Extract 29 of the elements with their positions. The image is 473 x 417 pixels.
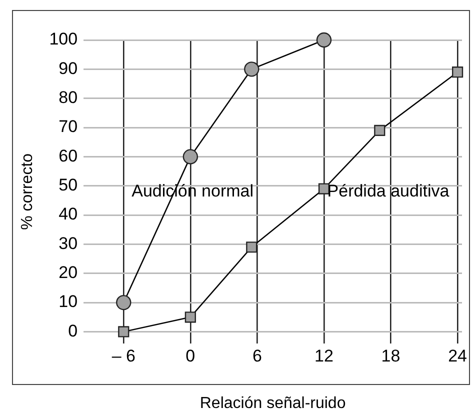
point bbox=[116, 294, 132, 310]
point bbox=[452, 66, 464, 78]
x-axis-title: Relación señal-ruido bbox=[200, 394, 346, 412]
point bbox=[374, 124, 386, 136]
x-tick-label: – 6 bbox=[112, 346, 136, 366]
x-tick-label: 18 bbox=[381, 346, 400, 366]
x-tick-label: 12 bbox=[314, 346, 334, 366]
y-tick-label: 80 bbox=[58, 88, 78, 108]
point bbox=[182, 149, 198, 164]
x-tick-label: 24 bbox=[448, 346, 468, 366]
y-axis-title: % correcto bbox=[19, 153, 36, 230]
y-tick-label: 50 bbox=[58, 176, 78, 195]
y-tick-label: 10 bbox=[58, 292, 78, 312]
y-tick-label: 70 bbox=[58, 117, 78, 136]
y-tick-label: 100 bbox=[49, 30, 78, 49]
point bbox=[244, 62, 260, 77]
point bbox=[246, 242, 258, 253]
point bbox=[118, 326, 130, 338]
y-tick-label: 30 bbox=[58, 234, 78, 253]
point bbox=[316, 32, 332, 48]
annotation: Pérdida auditiva bbox=[327, 181, 450, 200]
y-tick-label: 90 bbox=[58, 58, 78, 78]
y-tick-label: 60 bbox=[58, 146, 78, 166]
x-tick-label: 6 bbox=[252, 346, 262, 366]
point bbox=[184, 312, 196, 323]
y-tick-label: 20 bbox=[58, 263, 78, 282]
y-tick-label: 40 bbox=[58, 204, 78, 224]
x-tick-label: 0 bbox=[186, 346, 196, 366]
y-tick-label: 0 bbox=[68, 321, 78, 340]
